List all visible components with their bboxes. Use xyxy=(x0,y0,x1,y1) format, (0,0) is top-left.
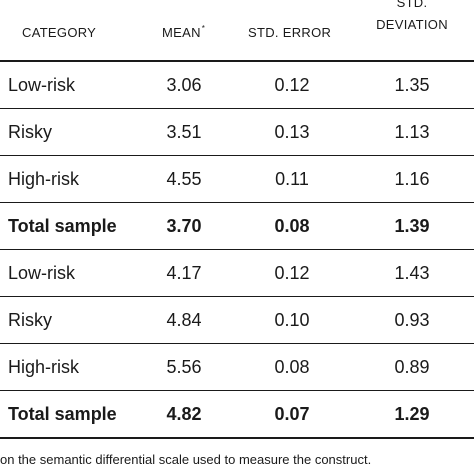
header-mean-label: MEAN xyxy=(162,25,201,40)
cell-mean: 4.55 xyxy=(166,169,202,189)
cell-category: High-risk xyxy=(8,357,80,377)
cell-std-deviation: 1.13 xyxy=(394,122,430,142)
cell-std-deviation: 1.43 xyxy=(394,263,430,283)
cell-std-error: 0.07 xyxy=(274,404,310,424)
cell-std-deviation: 0.93 xyxy=(394,310,430,330)
header-std-deviation: STD. DEVIATION xyxy=(372,0,452,36)
cell-category: High-risk xyxy=(8,169,80,189)
cell-std-error: 0.12 xyxy=(274,75,310,95)
cell-mean: 3.06 xyxy=(166,75,202,95)
cell-category: Total sample xyxy=(8,404,117,424)
table-row: High-risk 5.56 0.08 0.89 xyxy=(0,344,474,391)
cell-std-deviation: 0.89 xyxy=(394,357,430,377)
cell-std-error: 0.13 xyxy=(274,122,310,142)
header-std-error: STD. ERROR xyxy=(248,25,332,40)
cell-std-deviation: 1.35 xyxy=(394,75,430,95)
header-category: CATEGORY xyxy=(22,25,97,40)
cell-std-error: 0.12 xyxy=(274,263,310,283)
header-std-deviation-line1: STD. xyxy=(396,0,428,10)
cell-category: Risky xyxy=(8,310,52,330)
cell-category: Low-risk xyxy=(8,75,76,95)
table-row-total: Total sample 4.82 0.07 1.29 xyxy=(0,391,474,439)
table-header: CATEGORY MEAN* STD. ERROR STD. DEVIATION xyxy=(0,0,474,62)
cell-std-error: 0.08 xyxy=(274,357,310,377)
cell-mean: 3.70 xyxy=(166,216,202,236)
cell-category: Risky xyxy=(8,122,52,142)
cell-std-deviation: 1.39 xyxy=(394,216,430,236)
table-row: High-risk 4.55 0.11 1.16 xyxy=(0,156,474,203)
cell-std-error: 0.11 xyxy=(275,169,309,189)
header-std-deviation-line2: DEVIATION xyxy=(376,17,448,32)
table-footnote: on the semantic differential scale used … xyxy=(0,452,372,467)
table-row: Low-risk 4.17 0.12 1.43 xyxy=(0,250,474,297)
cell-std-error: 0.08 xyxy=(274,216,310,236)
cell-std-deviation: 1.29 xyxy=(394,404,430,424)
table-row: Risky 3.51 0.13 1.13 xyxy=(0,109,474,156)
header-mean-footnote-mark: * xyxy=(201,24,206,33)
cell-mean: 4.82 xyxy=(166,404,202,424)
table-body: Low-risk 3.06 0.12 1.35 Risky 3.51 0.13 1.13 Hig… xyxy=(0,62,474,439)
table-row: Low-risk 3.06 0.12 1.35 xyxy=(0,62,474,109)
table-row: Risky 4.84 0.10 0.93 xyxy=(0,297,474,344)
cell-mean: 5.56 xyxy=(166,357,202,377)
cell-std-deviation: 1.16 xyxy=(394,169,430,189)
table-row-total: Total sample 3.70 0.08 1.39 xyxy=(0,203,474,250)
cell-mean: 3.51 xyxy=(166,122,202,142)
cell-std-error: 0.10 xyxy=(274,310,310,330)
cell-mean: 4.17 xyxy=(166,263,202,283)
cell-category: Low-risk xyxy=(8,263,76,283)
cell-mean: 4.84 xyxy=(166,310,202,330)
header-mean: MEAN* xyxy=(162,24,206,40)
results-table: CATEGORY MEAN* STD. ERROR STD. DEVIATION… xyxy=(0,0,474,439)
cell-category: Total sample xyxy=(8,216,117,236)
